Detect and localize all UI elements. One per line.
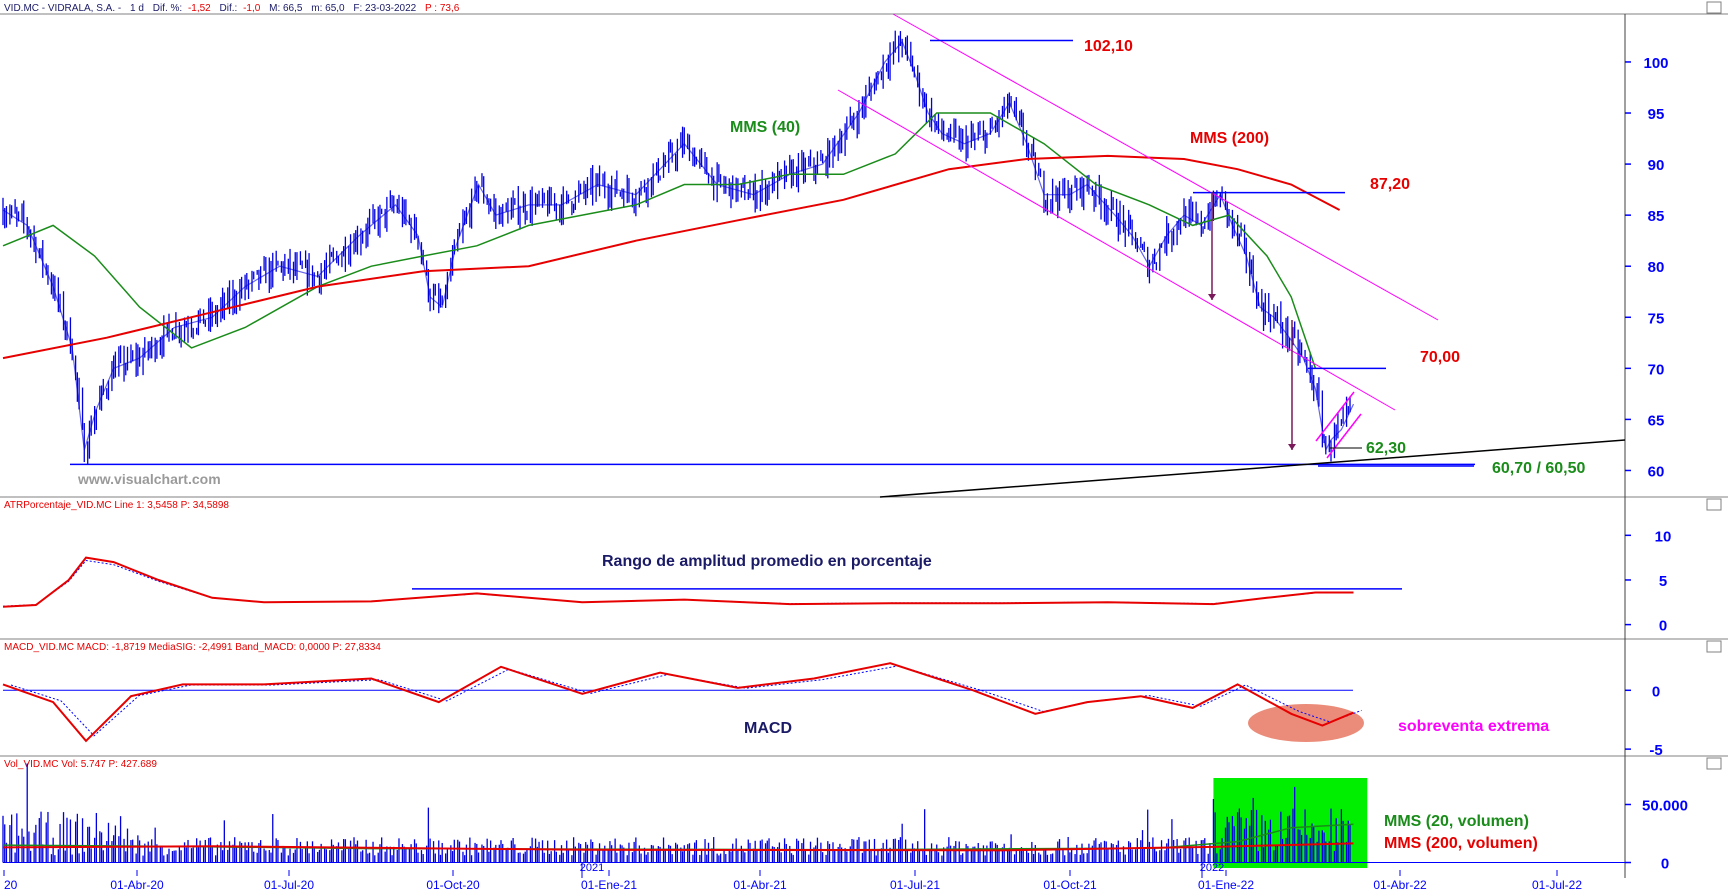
price-ytick-label: 70 <box>1648 361 1665 378</box>
macd-line <box>2 662 1354 743</box>
close-buttons <box>1706 1 1722 770</box>
volume-ytick-label: 0 <box>1661 856 1669 873</box>
ma40-label: MMS (40) <box>730 119 800 136</box>
long-trendline <box>879 439 1626 498</box>
year-marker-label: 2022 <box>1200 862 1224 874</box>
x-tick-label: 01-Jul-21 <box>890 878 940 892</box>
volume-panel-close-button[interactable] <box>1706 757 1722 770</box>
header-dif-pct-label: Dif. %: <box>153 3 182 14</box>
header-dif: -1,0 <box>243 3 261 14</box>
x-tick-label: 01-Abr-22 <box>1373 878 1427 892</box>
macd-ytick-label: 0 <box>1652 683 1660 700</box>
macd-ytick-label: -5 <box>1649 742 1662 759</box>
target-arrowhead <box>1288 444 1296 450</box>
header-symbol: VID.MC - VIDRALA, S.A. - <box>4 3 121 14</box>
x-tick-label: 01-Ene-22 <box>1198 878 1254 892</box>
high-volume-zone <box>1213 778 1368 868</box>
x-tick-label: 01-Oct-21 <box>1043 878 1097 892</box>
vol-ma200-label: MMS (200, volumen) <box>1384 835 1538 852</box>
macd-panel-close-button[interactable] <box>1706 640 1722 653</box>
year-marker-label: 2021 <box>580 862 604 874</box>
level-label-87: 87,20 <box>1370 176 1410 193</box>
x-tick-label: 01-Oct-20 <box>426 878 480 892</box>
header-p: P : 73,6 <box>425 3 460 14</box>
header-dif-pct: -1,52 <box>188 3 211 14</box>
x-tick-label: 01-Ene-21 <box>581 878 637 892</box>
high-volume-zone-layer <box>1213 778 1368 868</box>
volume-panel-header: Vol_VID.MC Vol: 5.747 P: 427.689 <box>4 759 157 770</box>
price-line <box>2 40 1355 452</box>
price-panel-header: VID.MC - VIDRALA, S.A. - 1 d Dif. %: -1,… <box>4 3 460 14</box>
atr-line <box>2 556 1354 608</box>
ma200-line <box>2 154 1341 360</box>
header-date: F: 23-03-2022 <box>353 3 416 14</box>
channel-upper-line <box>892 13 1439 321</box>
header-max: M: 66,5 <box>269 3 303 14</box>
level-label-60: 60,70 / 60,50 <box>1492 460 1586 477</box>
level-label-62: 62,30 <box>1366 440 1406 457</box>
channel-lower-line <box>837 89 1396 411</box>
atr-ytick-label: 10 <box>1655 528 1672 545</box>
header-min: m: 65,0 <box>311 3 345 14</box>
x-tick-label: 01-Jul-22 <box>1532 878 1582 892</box>
volume-ytick-label: 50.000 <box>1642 797 1688 814</box>
price-ytick-label: 90 <box>1648 157 1665 174</box>
flag-upper-line <box>1315 391 1355 442</box>
x-tick-label: 20 <box>4 878 18 892</box>
panel-frames <box>0 13 1728 878</box>
price-ytick-label: 80 <box>1648 259 1665 276</box>
oversold-zone-layer <box>1248 704 1364 742</box>
atr-panel-close-button[interactable] <box>1706 498 1722 511</box>
level-label-70: 70,00 <box>1420 349 1460 366</box>
ma40-line <box>2 112 1317 369</box>
x-tick-label: 01-Abr-20 <box>110 878 164 892</box>
x-tick-label: 01-Jul-20 <box>264 878 314 892</box>
macd-panel-header: MACD_VID.MC MACD: -1,8719 MediaSIG: -2,4… <box>4 642 381 653</box>
volume-ma200-line <box>2 842 1354 852</box>
price-panel-close-button[interactable] <box>1706 1 1722 14</box>
atr-ytick-label: 5 <box>1659 573 1667 590</box>
oversold-label: sobreventa extrema <box>1398 718 1549 735</box>
price-ytick-label: 100 <box>1643 55 1668 72</box>
atr-ytick-label: 0 <box>1659 618 1667 635</box>
macd-signal-line <box>10 665 1362 737</box>
level-label-102: 102,10 <box>1084 38 1133 55</box>
watermark: www.visualchart.com <box>77 471 221 487</box>
target-arrowhead <box>1208 294 1216 300</box>
x-tick-label: 01-Abr-21 <box>733 878 787 892</box>
series-layer <box>2 30 1362 863</box>
header-timeframe: 1 d <box>130 3 144 14</box>
annotation-layer <box>837 13 1474 467</box>
price-ytick-label: 75 <box>1648 310 1665 327</box>
atr-panel-header: ATRPorcentaje_VID.MC Line 1: 3,5458 P: 3… <box>4 500 229 511</box>
price-ytick-label: 95 <box>1648 106 1665 123</box>
price-ytick-label: 60 <box>1648 463 1665 480</box>
price-ytick-label: 65 <box>1648 412 1665 429</box>
oversold-zone <box>1248 704 1364 742</box>
atr-annotation: Rango de amplitud promedio en porcentaje <box>602 553 932 570</box>
price-ytick-label: 85 <box>1648 208 1665 225</box>
macd-annotation: MACD <box>744 720 792 737</box>
axis-labels: 60 65 70 75 80 85 90 95 100 0 5 10 -5 0 0 50.000 20 01-Ab… <box>3 55 1688 892</box>
ma200-label: MMS (200) <box>1190 130 1269 147</box>
flag-lower-line <box>1326 413 1362 459</box>
vol-ma20-label: MMS (20, volumen) <box>1384 813 1529 830</box>
header-dif-label: Dif.: <box>220 3 238 14</box>
